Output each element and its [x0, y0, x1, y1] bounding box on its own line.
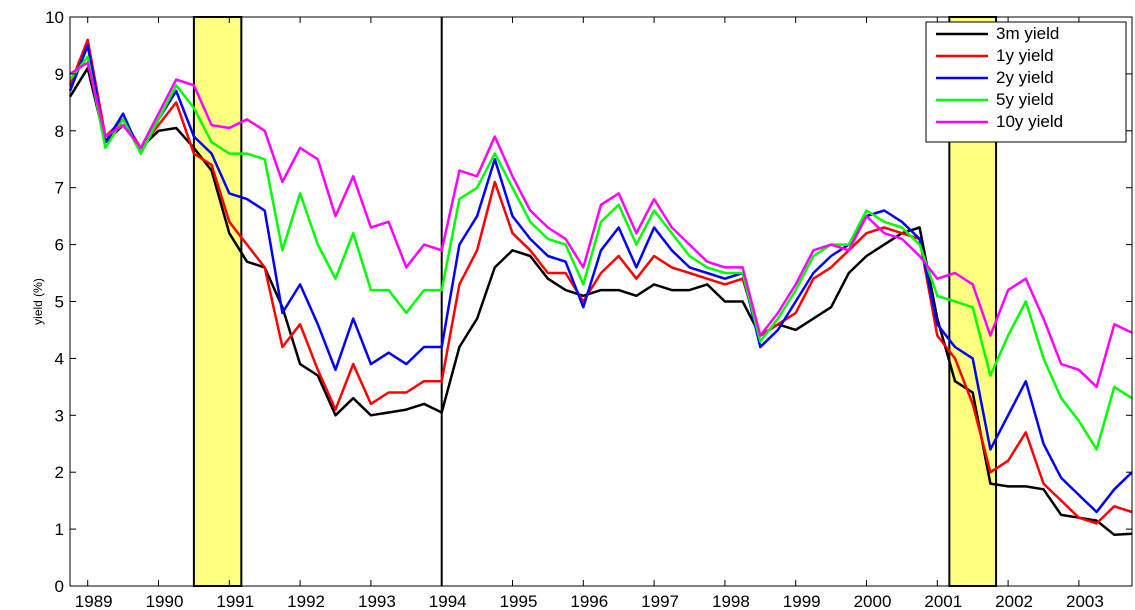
recession-band-1	[192, 16, 243, 587]
y-tick-label: 9	[55, 65, 64, 84]
series-lines-group	[68, 38, 1133, 537]
y-tick-label: 4	[55, 349, 64, 368]
x-tick-label: 1989	[75, 592, 113, 610]
x-tick-label: 1999	[783, 592, 821, 610]
series-line-10y-yield	[69, 61, 1133, 389]
y-tick-label: 7	[55, 179, 64, 198]
x-tick-label: 1994	[429, 592, 467, 610]
legend-label: 5y yield	[996, 90, 1054, 109]
y-axis: 0 1 2 3 4 5 6 7 8 9 10	[45, 8, 1132, 596]
y-tick-label: 5	[55, 293, 64, 312]
x-tick-label: 2002	[995, 592, 1033, 610]
x-tick-label: 1997	[641, 592, 679, 610]
y-axis-label: yield (%)	[31, 278, 45, 325]
series-line-3m-yield	[68, 66, 1133, 537]
series-line-1y-yield	[68, 38, 1133, 525]
x-tick-label: 1995	[500, 592, 538, 610]
y-tick-label: 8	[55, 122, 64, 141]
x-tick-label: 1993	[358, 592, 396, 610]
series-line-2y-yield	[68, 44, 1133, 514]
legend-label: 2y yield	[996, 68, 1054, 87]
x-tick-label: 1996	[570, 592, 608, 610]
y-tick-label: 2	[55, 463, 64, 482]
y-tick-label: 0	[55, 577, 64, 596]
legend-label: 1y yield	[996, 46, 1054, 65]
x-tick-label: 1990	[146, 592, 184, 610]
y-tick-label: 6	[55, 236, 64, 255]
x-tick-label: 2000	[854, 592, 892, 610]
x-tick-label: 1991	[216, 592, 254, 610]
series-line-5y-yield	[69, 55, 1133, 451]
x-axis: 1989 1990 1991 1992 1993 1994 1995 1996 1997 1998…	[75, 17, 1104, 610]
legend: 3m yield 1y yield 2y yield 5y yield 10y yiel…	[925, 21, 1127, 143]
legend-label: 3m yield	[996, 24, 1059, 43]
legend-label: 10y yield	[996, 112, 1063, 131]
x-tick-label: 1998	[712, 592, 750, 610]
x-tick-label: 2001	[924, 592, 962, 610]
x-tick-label: 2003	[1066, 592, 1104, 610]
y-tick-label: 1	[55, 520, 64, 539]
y-tick-label: 3	[55, 406, 64, 425]
x-tick-label: 1992	[287, 592, 325, 610]
y-tick-label: 10	[45, 8, 64, 27]
